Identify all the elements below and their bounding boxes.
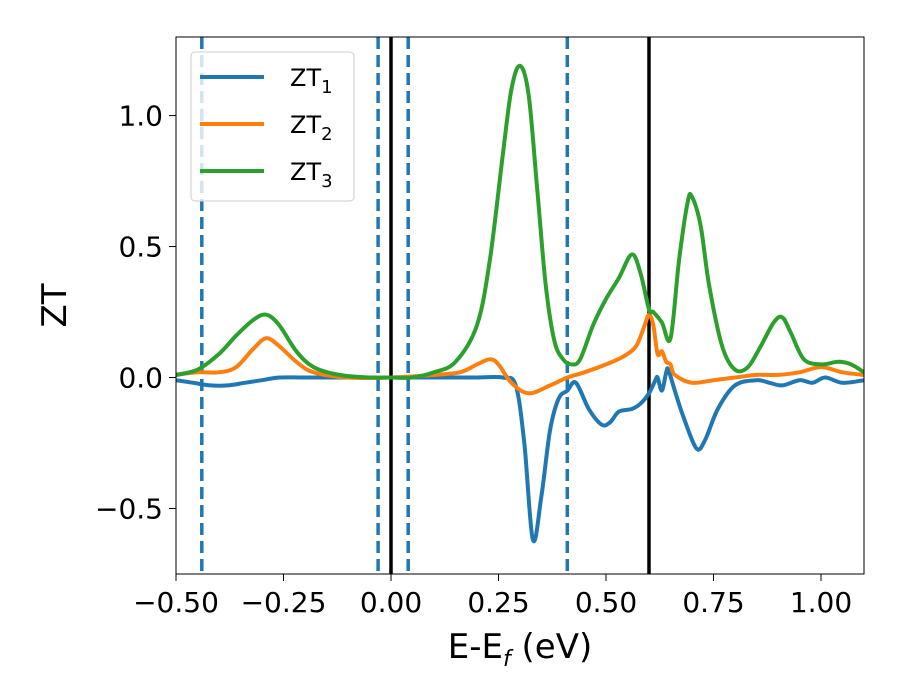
- x-axis-title-unit: (eV): [511, 627, 593, 667]
- y-tick-label: 0.5: [118, 231, 163, 264]
- x-tick-label: 0.00: [360, 586, 422, 619]
- plot-frame: [175, 36, 865, 575]
- x-axis-ticks: −0.50 −0.25 0.00 0.25 0.50 0.75 1.00: [133, 574, 852, 619]
- x-tick-label: 0.50: [575, 586, 637, 619]
- legend-label: ZT2: [290, 111, 333, 145]
- x-tick-label: 1.00: [790, 586, 852, 619]
- legend-item-zt1: ZT1: [200, 64, 333, 98]
- x-tick-label: 0.25: [467, 586, 529, 619]
- series-line-zt2: [176, 312, 864, 396]
- y-tick-label: 0.0: [118, 362, 163, 395]
- series-lines: [176, 63, 864, 544]
- x-axis-title-main: E-E: [448, 627, 503, 667]
- x-axis-title: E-Ef (eV): [448, 627, 593, 672]
- series-line-zt3: [176, 63, 864, 380]
- legend: ZT1 ZT2 ZT3: [190, 51, 355, 202]
- x-tick-label: −0.25: [241, 586, 327, 619]
- legend-item-zt3: ZT3: [200, 158, 333, 192]
- x-tick-label: 0.75: [682, 586, 744, 619]
- legend-label: ZT3: [290, 158, 333, 192]
- x-tick-label: −0.50: [133, 586, 219, 619]
- legend-box: [190, 51, 355, 202]
- series-line-zt1: [176, 366, 864, 544]
- y-axis-title: ZT: [35, 283, 75, 327]
- x-axis-title-subscript: f: [503, 647, 514, 672]
- y-tick-label: 1.0: [118, 100, 163, 133]
- y-axis-ticks: −0.5 0.0 0.5 1.0: [95, 100, 176, 526]
- y-tick-label: −0.5: [95, 493, 163, 526]
- legend-item-zt2: ZT2: [200, 111, 333, 145]
- legend-label: ZT1: [290, 64, 333, 98]
